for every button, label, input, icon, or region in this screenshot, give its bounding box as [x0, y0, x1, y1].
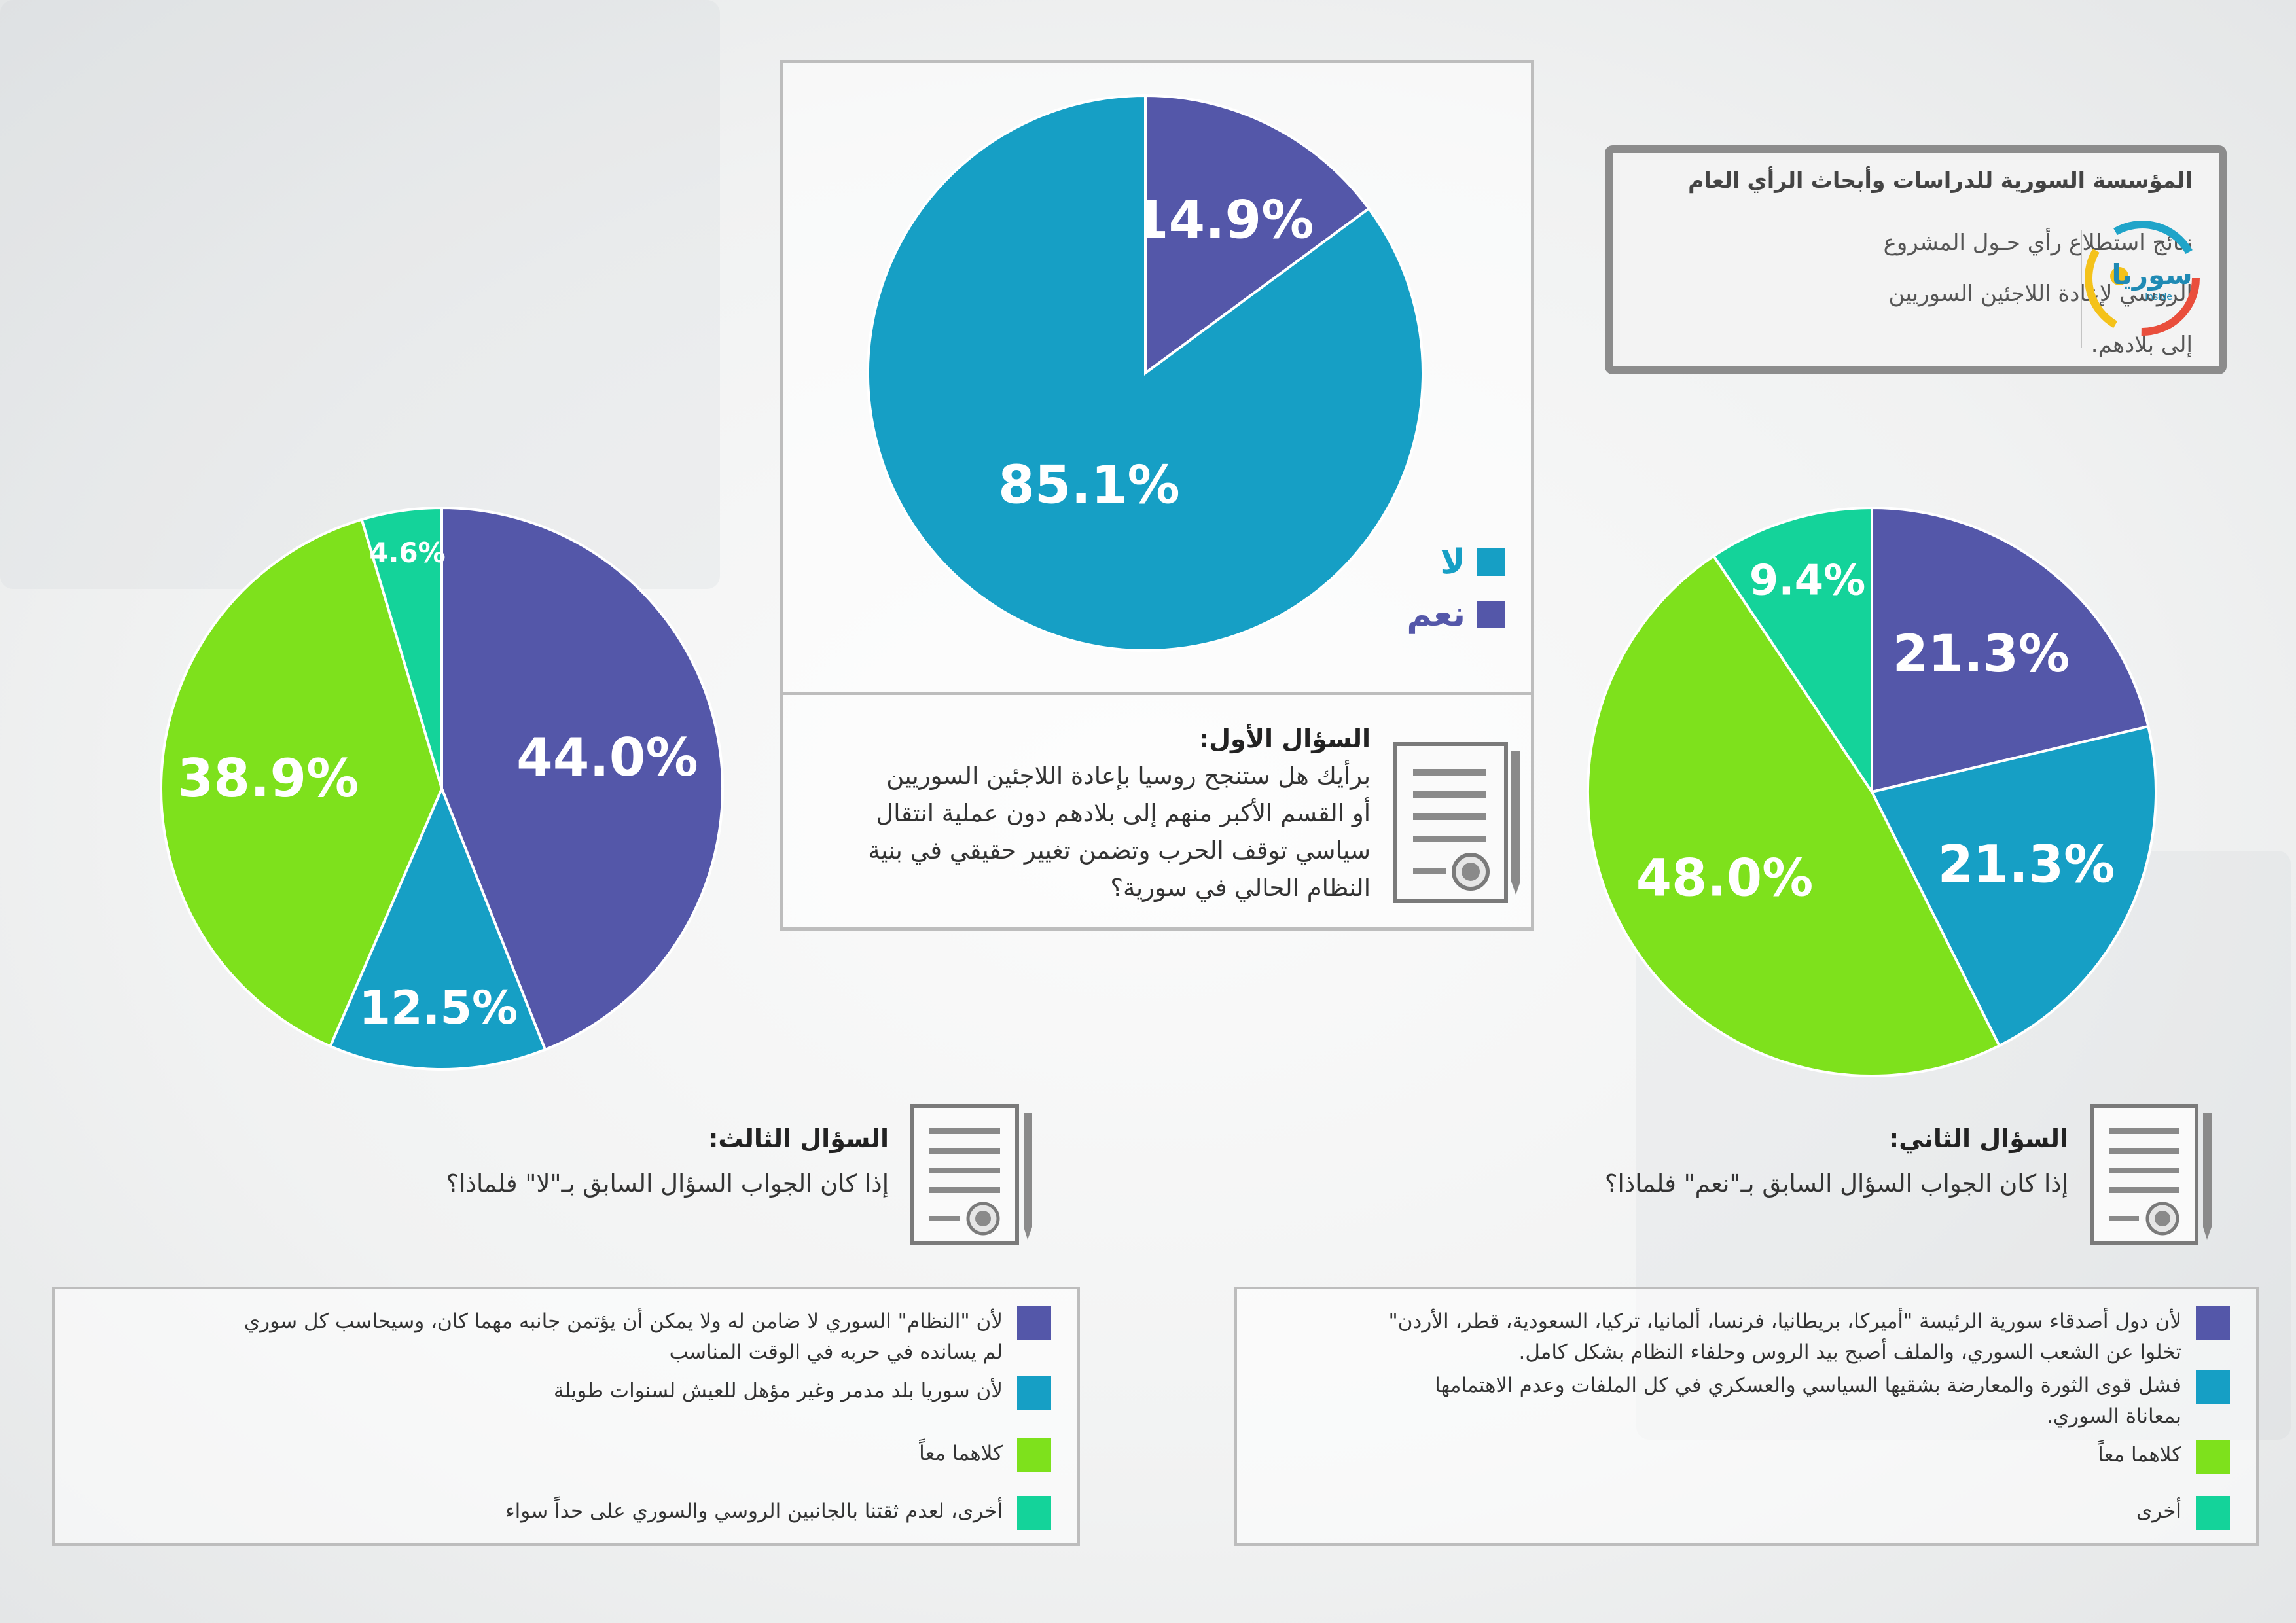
legend-swatch: [1017, 1306, 1051, 1340]
legend-line: لأن دول أصدقاء سورية الرئيسة "أميركا، بر…: [1388, 1310, 2181, 1333]
legend-swatch: [2196, 1370, 2230, 1404]
legend-item-yes: نعم: [1407, 595, 1505, 634]
pie-data-label: 85.1%: [998, 454, 1180, 515]
question-3: السؤال الثالث: إذا كان الجواب السؤال الس…: [300, 1124, 889, 1202]
subtitle-line: إلى بلادهم.: [2090, 332, 2193, 358]
pie-slice: [1870, 724, 2157, 1048]
header-divider: [2081, 230, 2082, 348]
legend-swatch: [2196, 1306, 2230, 1340]
legend-swatch: [1017, 1438, 1051, 1472]
question-text: برأيك هل ستنجح روسيا بإعادة اللاجئين الس…: [808, 757, 1371, 906]
legend-label: لا: [1440, 543, 1465, 582]
pie-slice: [1144, 94, 1371, 376]
background-shape: [0, 0, 720, 589]
question-title: السؤال الأول:: [1198, 724, 1371, 753]
legend-swatch: [1017, 1496, 1051, 1530]
legend-swatch: [1017, 1376, 1051, 1410]
pie-chart-question-1: 14.9% 85.1%: [867, 94, 1424, 652]
question-line: النظام الحالي في سورية؟: [1110, 874, 1371, 902]
legend-item: كلاهما معاً: [2098, 1440, 2230, 1474]
document-icon: [910, 1104, 1032, 1245]
pie-data-label: 14.9%: [1132, 189, 1314, 250]
legend-text: فشل قوى الثورة والمعارضة بشقيها السياسي …: [1435, 1370, 2181, 1432]
legend-label: نعم: [1407, 595, 1465, 634]
legend-item-no: لا: [1440, 543, 1505, 582]
legend-swatch: [1477, 548, 1505, 576]
question-line: سياسي توقف الحرب وتضمن تغيير حقيقي في بن…: [868, 836, 1371, 865]
svg-text:سوريا: سوريا: [2111, 259, 2192, 291]
question-text: إذا كان الجواب السؤال السابق بـ"لا" فلما…: [446, 1169, 889, 1198]
legend-item: لأن سوريا بلد مدمر وغير مؤهل للعيش لسنوا…: [554, 1376, 1051, 1410]
question-2-legend: لأن دول أصدقاء سورية الرئيسة "أميركا، بر…: [1234, 1287, 2259, 1546]
legend-line: لم يسانده في حربه في الوقت المناسب: [669, 1340, 1003, 1364]
legend-text: لأن "النظام" السوري لا ضامن له ولا يمكن …: [244, 1306, 1003, 1368]
question-2: السؤال الثاني: إذا كان الجواب السؤال الس…: [1414, 1124, 2068, 1202]
legend-item: أخرى: [2136, 1496, 2230, 1530]
legend-swatch: [1477, 601, 1505, 628]
legend-text: كلاهما معاً: [2098, 1443, 2181, 1467]
pie-slice: [867, 94, 1424, 652]
question-line: برأيك هل ستنجح روسيا بإعادة اللاجئين الس…: [886, 762, 1371, 790]
pie-data-label: 4.6%: [369, 537, 445, 569]
pie-data-label: 21.3%: [1938, 835, 2115, 894]
pie-data-label: 21.3%: [1893, 625, 2070, 684]
pie-data-label: 9.4%: [1749, 557, 1866, 605]
legend-item: لأن "النظام" السوري لا ضامن له ولا يمكن …: [244, 1306, 1051, 1368]
legend-text: كلاهما معاً: [919, 1442, 1003, 1465]
question-title: السؤال الثالث:: [708, 1124, 889, 1153]
question-text: إذا كان الجواب السؤال السابق بـ"نعم" فلم…: [1604, 1169, 2068, 1198]
inside-logo: سوريا Inside: [2085, 221, 2200, 336]
legend-text: لأن سوريا بلد مدمر وغير مؤهل للعيش لسنوا…: [553, 1379, 1003, 1402]
pie-slice: [1587, 554, 2001, 1077]
legend-item: لأن دول أصدقاء سورية الرئيسة "أميركا، بر…: [1389, 1306, 2230, 1368]
pie-slice: [160, 518, 444, 1048]
legend-text: أخرى: [2136, 1499, 2181, 1523]
legend-item: أخرى، لعدم ثقتنا بالجانبين الروسي والسور…: [505, 1496, 1051, 1530]
header-panel: المؤسسة السورية للدراسات وأبحاث الرأي ال…: [1605, 145, 2227, 374]
survey-subtitle: نتائج استطلاع رأي حـول المشروع الروسي لإ…: [1787, 217, 2193, 370]
legend-swatch: [2196, 1440, 2230, 1474]
pie-chart-question-2: 21.3% 21.3% 48.0% 9.4%: [1587, 506, 2157, 1077]
question-3-legend: لأن "النظام" السوري لا ضامن له ولا يمكن …: [52, 1287, 1080, 1546]
document-icon: [1393, 742, 1520, 903]
pie-slice: [1712, 506, 1873, 796]
pie-data-label: 12.5%: [359, 981, 518, 1035]
subtitle-line: الروسي لإعادة اللاجئين السوريين: [1888, 281, 2193, 307]
pie-slice: [360, 506, 443, 789]
pie-data-label: 44.0%: [516, 727, 698, 788]
pie-chart-question-3: 44.0% 12.5% 38.9% 4.6%: [160, 506, 724, 1071]
legend-line: بمعاناة السوري.: [2047, 1404, 2181, 1428]
legend-text: لأن دول أصدقاء سورية الرئيسة "أميركا، بر…: [1389, 1306, 2181, 1368]
pie-data-label: 48.0%: [1636, 849, 1814, 908]
legend-swatch: [2196, 1496, 2230, 1530]
pie-slice: [328, 785, 547, 1071]
legend-line: لأن "النظام" السوري لا ضامن له ولا يمكن …: [243, 1310, 1003, 1333]
pie-slice: [440, 506, 724, 1052]
organization-title: المؤسسة السورية للدراسات وأبحاث الرأي ال…: [1688, 168, 2193, 193]
question-title: السؤال الثاني:: [1889, 1124, 2068, 1153]
logo-text: Inside: [2145, 292, 2172, 302]
pie-data-label: 38.9%: [177, 748, 359, 809]
question-line: أو القسم الأكبر منهم إلى بلادهم دون عملي…: [876, 799, 1371, 827]
document-icon: [2090, 1104, 2212, 1245]
legend-item: فشل قوى الثورة والمعارضة بشقيها السياسي …: [1435, 1370, 2230, 1432]
legend-line: تخلوا عن الشعب السوري، والملف أصبح بيد ا…: [1518, 1340, 2181, 1364]
pie-slice: [1871, 506, 2150, 794]
question-1: السؤال الأول: برأيك هل ستنجح روسيا بإعاد…: [808, 724, 1371, 906]
panel-divider: [783, 692, 1531, 695]
subtitle-line: نتائج استطلاع رأي حـول المشروع: [1883, 230, 2193, 256]
legend-item: كلاهما معاً: [919, 1438, 1051, 1472]
legend-line: فشل قوى الثورة والمعارضة بشقيها السياسي …: [1435, 1374, 2181, 1397]
legend-text: أخرى، لعدم ثقتنا بالجانبين الروسي والسور…: [505, 1499, 1003, 1523]
